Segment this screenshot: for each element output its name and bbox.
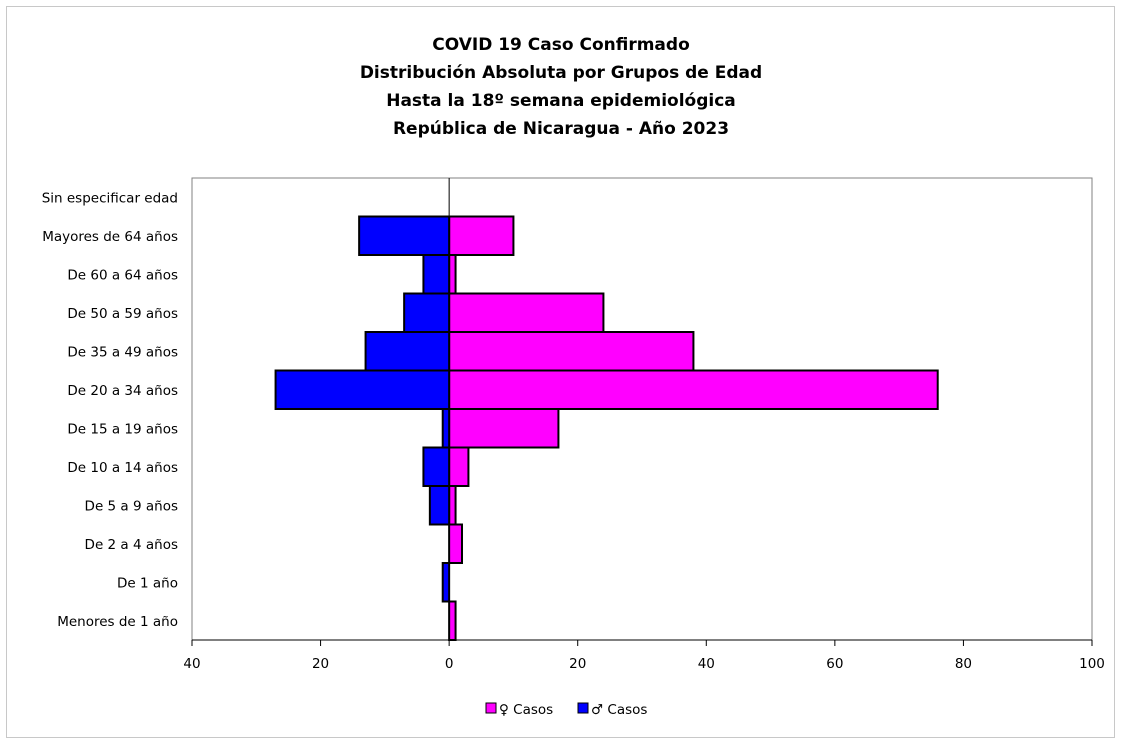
category-label: De 20 a 34 años [67,383,178,399]
category-label: Sin especificar edad [42,190,178,206]
bar-female [448,408,560,449]
category-label: De 2 a 4 años [85,537,178,553]
bar-male [364,331,451,372]
bar-female [448,331,695,372]
category-label: De 35 a 49 años [67,344,178,360]
bar-female [448,369,939,410]
category-label: Menores de 1 año [57,614,178,630]
bar-male [428,485,451,526]
bar-female [448,600,457,641]
bar-male [274,369,451,410]
x-tick-label: 0 [445,656,454,672]
x-tick-label: 100 [1079,656,1105,672]
bar-male [441,408,451,449]
category-label: De 1 año [117,575,178,591]
category-label: Mayores de 64 años [42,229,178,245]
legend-swatch-female [485,702,497,714]
bar-male [422,446,451,487]
chart-title-line-2: Distribución Absoluta por Grupos de Edad [360,63,762,83]
legend-label-female: ♀ Casos [499,702,553,718]
category-label: De 5 a 9 años [85,498,178,514]
bar-female [448,215,515,256]
category-label: De 10 a 14 años [67,460,178,476]
x-tick-label: 80 [955,656,972,672]
bar-male [441,562,451,603]
legend: ♀ Casos ♂ Casos [485,702,647,718]
legend-label-male: ♂ Casos [591,702,647,718]
chart-title-line-3: Hasta la 18º semana epidemiológica [386,91,736,111]
category-label: De 15 a 19 años [67,421,178,437]
category-label: De 50 a 59 años [67,306,178,322]
x-axis: 40 20 0 20 40 60 80 100 [183,639,1105,672]
legend-swatch-male [577,702,589,714]
bars [274,215,939,641]
bar-male [422,254,451,295]
category-label: De 60 a 64 años [67,267,178,283]
chart-title-line-1: COVID 19 Caso Confirmado [432,35,690,55]
category-labels: Sin especificar edad Mayores de 64 años De… [42,190,178,630]
bar-male [358,215,451,256]
x-tick-label: 40 [183,656,200,672]
x-tick-label: 40 [698,656,715,672]
bar-male [403,292,451,333]
x-tick-label: 60 [826,656,843,672]
chart-title: COVID 19 Caso Confirmado Distribución Ab… [360,35,762,139]
bar-female [448,523,463,564]
chart-title-line-4: República de Nicaragua - Año 2023 [393,119,729,139]
x-tick-label: 20 [569,656,586,672]
bar-female [448,446,470,487]
bar-female [448,292,605,333]
x-tick-label: 20 [312,656,329,672]
